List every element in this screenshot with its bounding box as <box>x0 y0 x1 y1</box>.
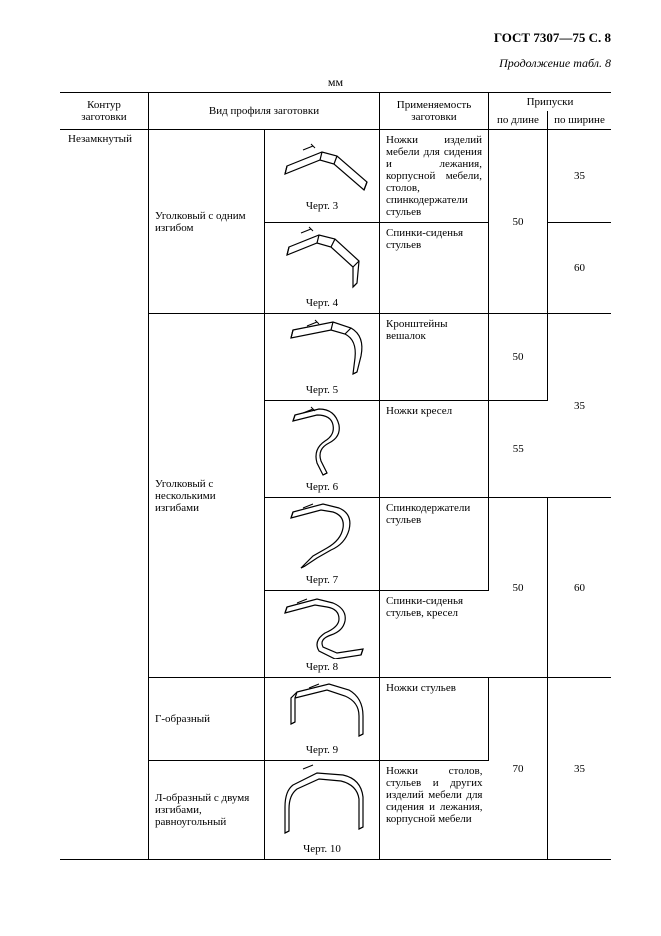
th-contour: Контур заготовки <box>60 93 149 130</box>
figure-10: Черт. 10 <box>265 761 380 860</box>
contour-cell: Незамкнутый <box>60 130 149 860</box>
figure-9: Черт. 9 <box>265 678 380 761</box>
fig3-caption: Черт. 3 <box>267 200 377 212</box>
fig7-svg <box>267 500 377 572</box>
figure-4: Черт. 4 <box>265 223 380 314</box>
profile-3: Г-образный <box>149 678 265 761</box>
th-wid: по ширине <box>548 111 612 130</box>
wid-9: 35 <box>548 678 612 860</box>
app-7: Спинкодержатели стульев <box>380 498 489 591</box>
figure-3: Черт. 3 <box>265 130 380 223</box>
fig9-svg <box>267 680 377 742</box>
fig8-caption: Черт. 8 <box>267 661 377 673</box>
wid-8: 60 <box>548 498 612 678</box>
continuation-label: Продолжение табл. 8 <box>60 56 611 71</box>
fig5-svg <box>267 316 377 382</box>
app-4: Спинки-сиденья стульев <box>380 223 489 314</box>
figure-5: Черт. 5 <box>265 314 380 401</box>
fig4-caption: Черт. 4 <box>267 297 377 309</box>
fig7-caption: Черт. 7 <box>267 574 377 586</box>
allowance-table: Контур заготовки Вид профиля заготовки П… <box>60 92 611 860</box>
page-header: ГОСТ 7307—75 С. 8 <box>60 30 611 46</box>
len-5: 50 <box>489 314 548 401</box>
fig3-svg <box>267 138 377 198</box>
figure-7: Черт. 7 <box>265 498 380 591</box>
app-9: Ножки стульев <box>380 678 489 761</box>
figure-8: Черт. 8 <box>265 591 380 678</box>
th-len: по длине <box>489 111 548 130</box>
figure-6: Черт. 6 <box>265 401 380 498</box>
app-10: Ножки столов, стульев и других изделий м… <box>380 761 489 860</box>
app-3: Ножки изделий мебели для сидения и лежан… <box>380 130 489 223</box>
profile-1: Уголковый с одним изгибом <box>149 130 265 314</box>
th-applic: Применяемость заготовки <box>380 93 489 130</box>
len-1: 50 <box>489 130 548 314</box>
fig5-caption: Черт. 5 <box>267 384 377 396</box>
fig4-svg <box>267 225 377 295</box>
len-7: 50 <box>489 498 548 678</box>
fig10-svg <box>267 763 377 841</box>
th-profile: Вид профиля заготовки <box>149 93 380 130</box>
wid-1: 35 <box>548 130 612 223</box>
fig6-caption: Черт. 6 <box>267 481 377 493</box>
profile-2: Уголковый с несколькими изгибами <box>149 314 265 678</box>
th-allow: Припуски <box>489 93 612 112</box>
fig10-caption: Черт. 10 <box>267 843 377 855</box>
fig8-svg <box>267 593 377 659</box>
wid-6: 35 <box>548 314 612 498</box>
app-6: Ножки кресел <box>380 401 489 498</box>
fig6-svg <box>267 403 377 479</box>
len-6: 55 <box>489 401 548 498</box>
wid-4: 60 <box>548 223 612 314</box>
app-5: Кронштейны вешалок <box>380 314 489 401</box>
unit-label: мм <box>60 75 611 90</box>
profile-4: Л-образный с двумя изгибами, равноугольн… <box>149 761 265 860</box>
len-9: 70 <box>489 678 548 860</box>
fig9-caption: Черт. 9 <box>267 744 377 756</box>
app-8: Спинки-сиденья стульев, кресел <box>380 591 489 678</box>
